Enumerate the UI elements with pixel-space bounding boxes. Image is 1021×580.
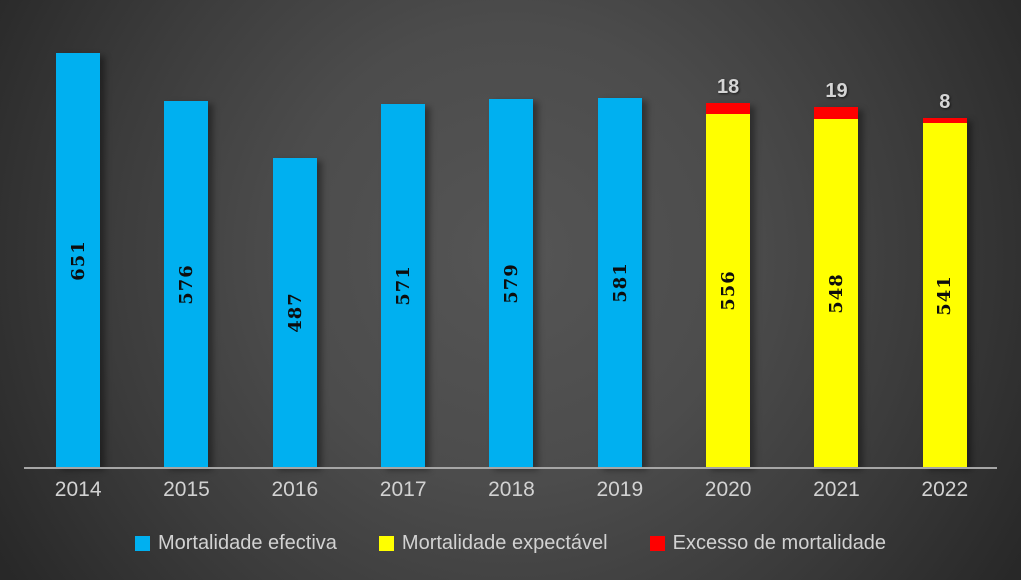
bar-value-label-wrap: 556 <box>706 114 750 467</box>
bar-value-label-wrap: 576 <box>164 101 208 467</box>
bar-slot-2016: 487 <box>241 0 349 467</box>
bar-value-label: 571 <box>392 265 414 306</box>
bar-value-label-wrap: 579 <box>489 99 533 467</box>
bar-segment-excess <box>922 118 967 123</box>
excess-value-label: 18 <box>717 76 740 98</box>
x-axis-label-2017: 2017 <box>379 478 427 501</box>
bar-slot-2021: 19 548 <box>782 0 890 467</box>
x-axis-label-2018: 2018 <box>488 478 535 501</box>
bar-segment-effective: 576 <box>164 101 209 467</box>
bar-stack-2014: 651 <box>56 53 101 467</box>
bar-value-label-wrap: 548 <box>814 119 858 467</box>
excess-value-label: 8 <box>939 91 951 113</box>
bar-segment-expected: 541 <box>922 123 967 467</box>
bar-stack-2015: 576 <box>164 101 209 467</box>
bar-value-label: 541 <box>934 274 956 316</box>
x-axis-label-2016: 2016 <box>271 478 319 501</box>
legend-label: Mortalidade expectável <box>401 532 608 554</box>
bar-segment-effective: 651 <box>56 53 101 467</box>
bar-slot-2014: 651 <box>24 0 132 467</box>
bar-value-label-wrap: 581 <box>598 98 642 467</box>
bar-value-label: 556 <box>717 270 739 311</box>
x-axis-label-2019: 2019 <box>596 478 644 501</box>
bar-value-label: 651 <box>67 239 89 281</box>
bar-slot-2017: 571 <box>349 0 457 467</box>
legend-item: Excesso de mortalidade <box>649 532 887 555</box>
legend: Mortalidade efectiva Mortalidade expectáv… <box>0 532 1021 555</box>
legend-item: Mortalidade expectável <box>378 532 608 555</box>
x-axis-label-2014: 2014 <box>54 478 102 501</box>
legend-swatch-icon <box>378 536 394 551</box>
bar-slot-2018: 579 <box>457 0 565 467</box>
x-axis-label-2022: 2022 <box>921 478 969 501</box>
bar-segment-excess <box>706 103 751 114</box>
bar-stack-2022: 541 <box>922 118 967 467</box>
bar-value-label: 579 <box>500 262 522 304</box>
bar-segment-effective: 487 <box>272 158 317 467</box>
x-axis-line <box>24 467 997 469</box>
bar-value-label-wrap: 571 <box>381 104 425 467</box>
x-axis-labels: 2014 2015 2016 2017 2018 2019 2020 2021 2022 <box>24 478 999 502</box>
legend-label: Mortalidade efectiva <box>157 532 337 554</box>
bar-segment-effective: 579 <box>489 99 534 467</box>
bar-segment-effective: 581 <box>597 98 642 467</box>
bar-stack-2018: 579 <box>489 99 534 467</box>
x-axis-label-2015: 2015 <box>163 478 210 501</box>
bar-slot-2020: 18 556 <box>674 0 782 467</box>
excess-value-label: 19 <box>825 80 848 102</box>
bar-segment-excess <box>814 107 859 119</box>
x-axis-label-2021: 2021 <box>813 478 860 501</box>
legend-label: Excesso de mortalidade <box>672 532 887 554</box>
bar-value-label-wrap: 541 <box>923 123 967 467</box>
bar-slot-2019: 581 <box>566 0 674 467</box>
legend-swatch-icon <box>134 536 150 551</box>
bar-slot-2015: 576 <box>132 0 240 467</box>
bar-segment-expected: 548 <box>814 119 859 467</box>
bar-value-label-wrap: 651 <box>56 53 100 467</box>
x-axis-label-2020: 2020 <box>704 478 752 501</box>
bar-stack-2020: 556 <box>706 103 751 467</box>
bar-slot-2022: 8 541 <box>891 0 999 467</box>
legend-swatch-icon <box>649 536 665 551</box>
legend-item: Mortalidade efectiva <box>134 532 337 555</box>
bar-value-label-wrap: 487 <box>273 158 317 467</box>
bar-stack-2021: 548 <box>814 107 859 467</box>
plot-area: 651 576 487 571 579 581 18 556 19 548 8 541 <box>24 0 999 467</box>
bar-stack-2017: 571 <box>381 104 426 467</box>
bar-stack-2019: 581 <box>597 98 642 467</box>
bar-stack-2016: 487 <box>272 158 317 467</box>
bar-value-label: 581 <box>609 262 631 303</box>
bar-value-label: 487 <box>284 292 306 333</box>
bar-value-label: 576 <box>175 263 197 305</box>
bar-segment-effective: 571 <box>381 104 426 467</box>
bar-segment-expected: 556 <box>706 114 751 467</box>
bar-value-label: 548 <box>825 272 847 314</box>
